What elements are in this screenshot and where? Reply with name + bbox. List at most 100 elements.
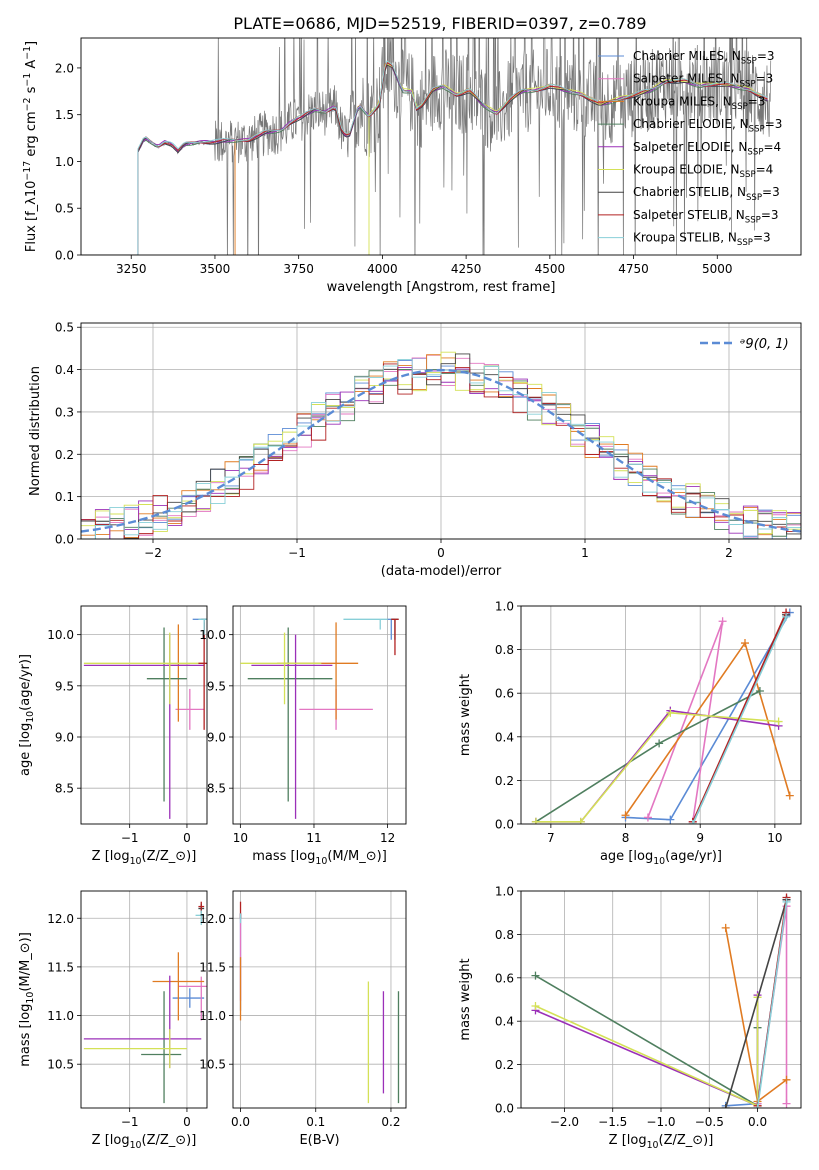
series-marker [531,1002,540,1011]
axes-frame [232,605,407,825]
x-tick-label: 3250 [116,262,147,276]
x-axis-label: (data-model)/error [381,564,502,579]
histogram-salpeter-stelib [81,363,801,539]
series-marker [741,639,749,648]
series-marker [721,1104,730,1108]
series-marker [718,617,727,626]
y-tick-label: 0.8 [495,928,514,942]
x-tick-label: 9 [696,831,704,845]
series-marker [785,791,794,800]
y-tick-label: 0.6 [495,971,514,985]
y-tick-label: 11.0 [199,1009,226,1023]
y-tick-label: 0.4 [55,363,74,377]
errorbar-point-kroupa-stelib [195,910,205,926]
series-line [691,612,787,823]
axes-mass-vs-Z: −1 0 10.5 11.0 11.5 12.0 Z [log10(Z/Z_⊙)] mass … [18,890,208,1151]
axes-frame [520,890,802,1109]
gridlines [233,606,406,824]
x-tick-label: 7 [547,831,555,845]
x-tick-label: 0.0 [748,1115,767,1129]
axes-frame [232,890,407,1109]
y-tick-label: 11.5 [199,960,226,974]
x-tick-label: −0.5 [695,1115,724,1129]
y-tick-label: 9.0 [55,731,74,745]
y-tick-label: 10.0 [47,628,74,642]
axes-frame [80,37,802,256]
x-tick-label: 8 [622,831,630,845]
x-tick-label: −1 [121,831,139,845]
y-tick-label: 0.0 [55,249,74,263]
series-marker [782,1075,791,1084]
ticks: 7 8 9 10 0.0 0.2 0.4 0.6 0.8 1.0 [495,600,783,846]
series-salpeter-miles [643,617,727,824]
series-marker [774,717,783,726]
series-kroupa-stelib [688,612,791,824]
series-marker [782,897,791,906]
x-axis-label: E(B-V) [299,1133,339,1148]
gridlines [81,606,207,824]
y-tick-label: 0.2 [495,774,514,788]
y-tick-label: 1.0 [55,155,74,169]
errorbar-point-salpeter-stelib [198,622,207,730]
legend-label: Chabrier STELIB, NSSP=3 [633,185,780,203]
y-tick-label: 2.0 [55,61,74,75]
legend-label: Chabrier MILES, NSSP=3 [633,49,775,67]
series-kroupa-miles [621,639,794,820]
series-line [756,901,788,1108]
x-tick-label: 0 [437,546,445,560]
axes-frame [80,890,208,1109]
series-marker [688,820,697,824]
x-axis-label: age [log10(age/yr)] [600,849,722,867]
plot-area [81,38,772,255]
y-tick-label: 9.0 [207,731,226,745]
axes-age-vs-Z: −1 0 8.5 9.0 9.5 10.0 Z [log10(Z/Z_⊙)] age [log… [18,605,208,867]
x-tick-label: −1.0 [646,1115,675,1129]
series-marker [782,612,791,621]
series-line [535,711,779,823]
plot-area [83,901,207,1104]
y-tick-label: 12.0 [199,912,226,926]
errorbar-point-chabrier-elodie [146,627,187,802]
errorbar-point-chabrier-elodie [247,627,333,802]
axes-weight-vs-Z: −2.0 −1.5 −1.0 −0.5 0.0 0.0 0.2 0.4 0.6 0.8 1.0 Z [… [458,885,802,1151]
x-tick-label: 3750 [283,262,314,276]
plot-area [83,618,207,819]
x-tick-label: 0.0 [231,1115,250,1129]
legend-label: ᵊ9(0, 1) [740,337,789,352]
y-tick-label: 10.0 [199,628,226,642]
y-tick-label: 9.5 [55,679,74,693]
x-tick-label: 0 [183,831,191,845]
x-tick-label: 12 [380,831,395,845]
y-tick-label: 0.2 [495,1058,514,1072]
axes-age-vs-mass: 10 11 12 8.5 9.0 9.5 10.0 mass [log10(M/M_⊙)] [199,605,407,867]
series-marker [666,815,675,824]
series-marker [531,971,540,980]
x-tick-label: −1.5 [598,1115,627,1129]
y-tick-label: 0.0 [55,533,74,547]
x-axis-label: Z [log10(Z/Z_⊙)] [609,1133,714,1151]
x-tick-label: −1 [121,1115,139,1129]
y-tick-label: 0.5 [55,321,74,335]
x-tick-label: 3500 [200,262,231,276]
y-tick-label: 8.5 [207,782,226,796]
legend: ᵊ9(0, 1) [700,337,789,352]
errorbar-point-chabrier-elodie [141,991,182,1104]
axes-residuals: −2 −1 0 1 2 0.0 0.1 0.2 0.3 0.4 0.5 (data-model)/er… [28,321,802,579]
x-tick-label: 1 [581,546,589,560]
errorbar-point-kroupa-miles [152,952,205,1021]
errorbar-point-kroupa-stelib [343,618,388,630]
y-tick-label: 0.0 [495,1102,514,1116]
y-tick-label: 8.5 [55,782,74,796]
y-tick-label: 0.8 [495,643,514,657]
series-marker [666,708,675,717]
legend-label: Kroupa MILES, NSSP=3 [633,94,765,112]
series-marker [755,687,764,696]
x-tick-label: −1 [288,546,306,560]
legend-label: Salpeter ELODIE, NSSP=4 [633,140,781,158]
y-tick-label: 11.5 [47,960,74,974]
y-axis-label: mass weight [458,674,473,756]
x-tick-label: −2 [144,546,162,560]
y-tick-label: 1.0 [495,885,514,899]
histogram-kroupa-stelib [81,359,801,539]
